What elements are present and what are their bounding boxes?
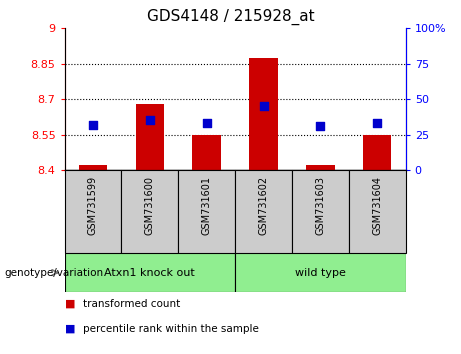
Bar	[65, 253, 235, 292]
Text: genotype/variation: genotype/variation	[5, 268, 104, 278]
Bar	[193, 135, 221, 170]
Bar	[79, 165, 107, 170]
Bar	[306, 165, 335, 170]
Bar	[121, 170, 178, 253]
Text: transformed count: transformed count	[83, 299, 180, 309]
Text: GSM731602: GSM731602	[259, 176, 269, 235]
Bar	[349, 170, 406, 253]
Text: ■: ■	[65, 299, 75, 309]
Point	[373, 120, 381, 126]
Text: GSM731599: GSM731599	[88, 176, 98, 235]
Point	[89, 122, 97, 127]
Bar	[65, 170, 121, 253]
Text: ■: ■	[65, 324, 75, 334]
Text: GDS4148 / 215928_at: GDS4148 / 215928_at	[147, 9, 314, 25]
Bar	[136, 104, 164, 170]
Point	[203, 120, 210, 126]
Point	[260, 103, 267, 109]
Text: percentile rank within the sample: percentile rank within the sample	[83, 324, 259, 334]
Text: Atxn1 knock out: Atxn1 knock out	[105, 268, 195, 278]
Bar	[292, 170, 349, 253]
Point	[146, 118, 154, 123]
Text: GSM731603: GSM731603	[315, 176, 325, 235]
Bar	[235, 253, 406, 292]
Bar	[178, 170, 235, 253]
Bar	[249, 58, 278, 170]
Bar	[235, 170, 292, 253]
Point	[317, 123, 324, 129]
Bar	[363, 135, 391, 170]
Text: GSM731604: GSM731604	[372, 176, 382, 235]
Text: wild type: wild type	[295, 268, 346, 278]
Text: GSM731601: GSM731601	[201, 176, 212, 235]
Text: GSM731600: GSM731600	[145, 176, 155, 235]
